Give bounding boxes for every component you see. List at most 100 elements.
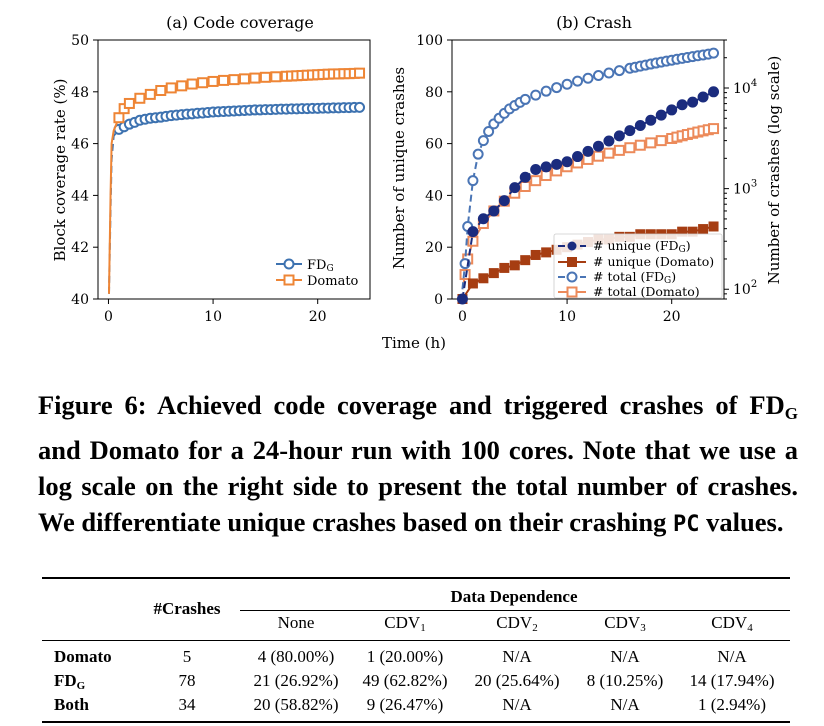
figure-caption: Figure 6: Achieved code coverage and tri… <box>38 387 798 543</box>
legend-marker-domato <box>283 274 295 286</box>
legend-marker-total-domato <box>566 286 578 298</box>
x-axis-label: Time (h) <box>382 334 446 352</box>
coverage-domato-point <box>134 92 146 104</box>
coverage-x-tick-label: 10 <box>204 309 222 325</box>
crash-total-fdg-point <box>582 72 594 84</box>
legend-label-total-fdg-sub: G <box>664 276 671 286</box>
legend-label-fdg-sub: G <box>326 264 333 274</box>
row-fdg-cdv3: 8 (10.25%) <box>586 671 664 690</box>
header-cdv3: CDV3 <box>604 613 645 634</box>
coverage-domato-point <box>354 67 366 79</box>
row-domato-name: Domato <box>54 647 112 666</box>
coverage-y-tick-label: 44 <box>71 188 89 204</box>
header-cdv2-sub: 2 <box>532 622 538 634</box>
crash-unique-fdg-point <box>488 205 500 217</box>
crash-chart: (b) Crash Number of unique crashes Numbe… <box>390 13 783 325</box>
crash-legend-box <box>553 233 723 299</box>
row-fdg-name-sub: G <box>76 680 86 692</box>
crash-unique-domato-point <box>687 226 698 237</box>
crash-total-domato-point <box>624 142 636 154</box>
legend-label-unique-fdg: # unique (FDG) <box>593 238 691 255</box>
coverage-domato-point <box>176 80 188 92</box>
header-none: None <box>277 613 315 632</box>
crash-y-axis-label: Number of unique crashes <box>390 67 408 269</box>
legend-label-total-fdg: # total (FDG) <box>593 269 676 286</box>
row-fdg-name: FDG <box>54 671 85 692</box>
crash-total-fdg-point <box>519 93 531 105</box>
crash-unique-fdg-point <box>666 104 678 116</box>
figure-6: (a) Code coverage Block coverage rate (%… <box>51 13 783 352</box>
crash-total-domato-point <box>645 137 657 149</box>
caption-text-2: and Domato for a 24-hour run with 100 co… <box>38 435 798 537</box>
header-cdv4: CDV4 <box>711 613 752 634</box>
crash-unique-fdg-point <box>519 171 531 183</box>
crash-unique-domato-point <box>541 247 552 258</box>
header-cdv1: CDV1 <box>384 613 425 634</box>
crash-unique-domato-point <box>708 221 719 232</box>
coverage-domato-point <box>218 74 230 86</box>
legend-label-total-domato: # total (Domato) <box>593 284 700 299</box>
crash-y-tick-label: 60 <box>425 137 443 153</box>
crash-unique-domato-point <box>530 249 541 260</box>
legend-marker-total-fdg <box>566 271 578 283</box>
crash-unique-fdg-point <box>592 140 604 152</box>
row-domato-cdv3: N/A <box>610 647 640 666</box>
crash-unique-fdg-point <box>456 293 468 305</box>
header-crashes: #Crashes <box>153 599 221 618</box>
legend-entry-total-domato: # total (Domato) <box>558 284 700 299</box>
crash-right-tick-label: 103 <box>733 179 757 198</box>
header-cdv1-base: CDV <box>384 613 421 632</box>
crash-total-fdg-point <box>572 75 584 87</box>
coverage-x-tick-label: 20 <box>309 309 327 325</box>
legend-label-total-fdg-tail: ) <box>671 269 676 284</box>
crash-total-domato-point <box>613 144 625 156</box>
legend-entry-total-fdg: # total (FDG) <box>558 269 676 286</box>
crash-x-tick-label: 10 <box>558 309 576 325</box>
crash-right-tick-base: 10 <box>733 282 751 298</box>
caption-subscript: G <box>784 404 798 423</box>
legend-marker-unique-fdg <box>567 241 577 251</box>
crash-total-fdg-point <box>467 175 479 187</box>
crash-right-tick-label: 102 <box>733 279 757 298</box>
crash-unique-fdg-point <box>509 182 521 194</box>
legend-marker-fdg <box>283 258 295 270</box>
header-cdv4-sub: 4 <box>747 622 753 634</box>
coverage-domato-point <box>155 85 167 97</box>
crash-total-domato-point <box>519 180 531 192</box>
row-both-cdv1: 9 (26.47%) <box>366 695 444 714</box>
table-bottom-rule <box>42 721 790 723</box>
coverage-domato-point <box>238 73 250 85</box>
row-domato-cdv4: N/A <box>717 647 747 666</box>
legend-entry-unique-fdg: # unique (FDG) <box>558 238 691 255</box>
crash-total-fdg-point <box>540 85 552 97</box>
crash-right-tick-base: 10 <box>733 81 751 97</box>
crash-total-domato-point <box>592 150 604 162</box>
crash-unique-domato-point <box>488 268 499 279</box>
coverage-domato-point <box>228 74 240 86</box>
crash-unique-fdg-point <box>708 86 720 98</box>
crash-x-tick-label: 0 <box>458 309 467 325</box>
coverage-y-tick-label: 46 <box>71 137 89 153</box>
header-data-dependence: Data Dependence <box>450 587 578 606</box>
legend-entry-fdg: FDG <box>276 258 334 274</box>
crash-total-domato-point <box>530 175 542 187</box>
crash-unique-fdg-point <box>477 213 489 225</box>
row-fdg-cdv4: 14 (17.94%) <box>689 671 775 690</box>
crash-total-domato-point <box>459 269 471 281</box>
coverage-domato-point <box>270 71 282 83</box>
crash-y-tick-label: 100 <box>416 33 443 49</box>
crash-unique-fdg-point <box>551 158 563 170</box>
coverage-fdg-point <box>354 101 366 113</box>
legend-label-total-fdg-text: # total (FD <box>593 269 664 284</box>
row-domato-crashes: 5 <box>182 647 192 666</box>
legend-label-unique-domato: # unique (Domato) <box>593 254 714 269</box>
coverage-y-tick-label: 42 <box>71 240 89 256</box>
crash-plot-frame <box>451 39 725 300</box>
legend-label-fdg: FDG <box>307 258 334 274</box>
row-fdg-cdv1: 49 (62.82%) <box>362 671 448 690</box>
coverage-y-tick-label: 40 <box>71 292 89 308</box>
crash-unique-fdg-point <box>498 195 510 207</box>
crash-total-fdg-point <box>551 82 563 94</box>
row-both-none: 20 (58.82%) <box>253 695 339 714</box>
crash-unique-domato-point <box>520 255 531 266</box>
